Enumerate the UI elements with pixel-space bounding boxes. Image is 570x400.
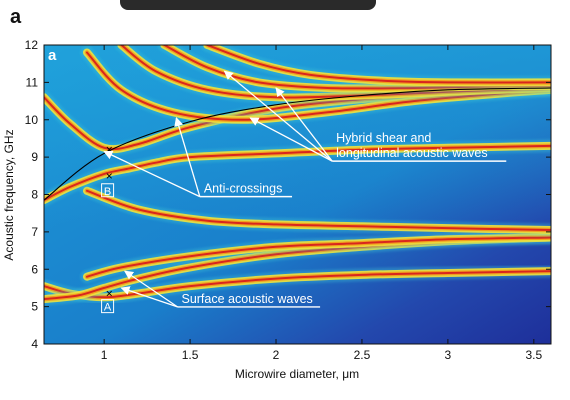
x-tick-label-3.5: 3.5 bbox=[525, 348, 542, 362]
mode-band-3 bbox=[86, 236, 551, 278]
x-tick-label-2.5: 2.5 bbox=[354, 348, 371, 362]
annotation-surface-line-1: Surface acoustic waves bbox=[181, 292, 312, 306]
annotation-surface-arrow-1 bbox=[124, 270, 178, 308]
y-tick-label-10: 10 bbox=[25, 113, 39, 127]
y-tick-label-4: 4 bbox=[31, 337, 38, 351]
x-tick-label-1: 1 bbox=[101, 348, 108, 362]
x-tick-label-2: 2 bbox=[273, 348, 280, 362]
y-tick-label-8: 8 bbox=[31, 188, 38, 202]
y-tick-label-7: 7 bbox=[31, 225, 38, 239]
panel-label: a bbox=[10, 6, 22, 28]
mode-band-4 bbox=[86, 189, 551, 231]
y-axis-ticks: 4 5 6 7 8 9 10 11 12 bbox=[25, 38, 551, 351]
cross-markers: × × × bbox=[106, 143, 113, 301]
box-label-A-frame bbox=[101, 299, 115, 314]
y-tick-label-9: 9 bbox=[31, 150, 38, 164]
annotation-anti-arrow-2 bbox=[174, 117, 201, 197]
annotation-hybrid-arrow-3 bbox=[249, 117, 333, 162]
top-bar-overlay bbox=[120, 0, 376, 10]
annotation-hybrid-line-1: Hybrid shear and bbox=[336, 131, 431, 145]
x-tick-label-1.5: 1.5 bbox=[182, 348, 199, 362]
x-axis-ticks: 1 1.5 2 2.5 3 3.5 bbox=[101, 45, 542, 362]
box-labels: BA bbox=[101, 183, 115, 314]
annotation-surface-arrow-2 bbox=[120, 286, 178, 308]
annotation-anti-arrow-1 bbox=[103, 150, 201, 198]
box-label-B: B bbox=[104, 186, 111, 198]
mode-bands bbox=[44, 45, 551, 306]
x-axis-title: Microwire diameter, μm bbox=[235, 367, 359, 381]
x-tick-label-3: 3 bbox=[445, 348, 452, 362]
annotation-hybrid-line-2: longitudinal acoustic waves bbox=[336, 146, 487, 160]
box-label-A: A bbox=[104, 302, 112, 314]
annotation-anti-line-1: Anti-crossings bbox=[204, 182, 283, 196]
y-tick-label-12: 12 bbox=[25, 38, 39, 52]
y-tick-label-5: 5 bbox=[31, 300, 38, 314]
inner-panel-label: a bbox=[48, 47, 57, 64]
box-label-B-frame bbox=[101, 183, 115, 198]
cross-marker-2: × bbox=[106, 169, 113, 183]
annotation-hybrid-arrow-2 bbox=[275, 87, 333, 162]
y-axis-title: Acoustic frequency, GHz bbox=[2, 129, 16, 260]
annotation-hybrid-arrow-1 bbox=[223, 70, 333, 162]
mode-band-5 bbox=[44, 144, 551, 202]
y-tick-label-11: 11 bbox=[26, 75, 39, 89]
cross-marker-1: × bbox=[106, 143, 113, 157]
mode-band-10 bbox=[206, 45, 551, 84]
y-tick-label-6: 6 bbox=[31, 262, 38, 276]
annotation-arrows bbox=[103, 70, 507, 308]
cross-marker-3: × bbox=[106, 287, 113, 301]
